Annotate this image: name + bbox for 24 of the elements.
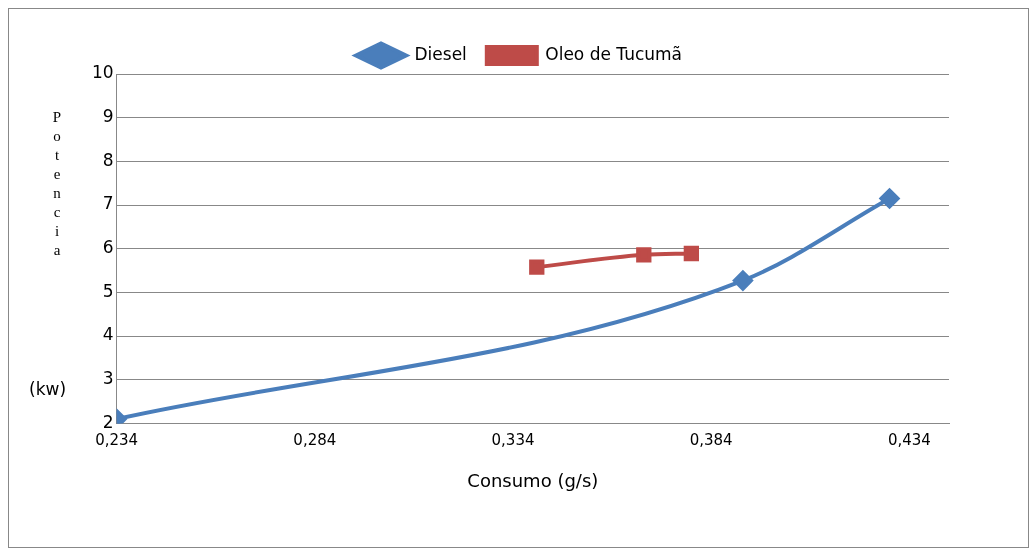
y-tick-label: 4 bbox=[102, 324, 114, 345]
point bbox=[879, 188, 900, 209]
y-tick-label: 2 bbox=[102, 411, 114, 432]
x-tick-label: 0,384 bbox=[689, 431, 733, 450]
y-tick-label: 9 bbox=[102, 106, 114, 127]
point bbox=[529, 259, 545, 275]
y-tick-label: 6 bbox=[102, 237, 114, 258]
x-tick-label: 0,234 bbox=[95, 431, 139, 450]
legend-label: Diesel bbox=[414, 43, 467, 64]
x-tick-label: 0,284 bbox=[293, 431, 337, 450]
y-tick-label: 5 bbox=[102, 280, 114, 301]
y-tick-label: 7 bbox=[102, 193, 114, 214]
x-axis-title: Consumo (g/s) bbox=[467, 469, 599, 491]
text: (kw) bbox=[29, 379, 67, 399]
y-tick-label: 10 bbox=[91, 62, 114, 83]
x-tick-label: 0,434 bbox=[887, 431, 931, 450]
y-tick-label: 8 bbox=[102, 149, 114, 170]
point bbox=[683, 245, 700, 262]
x-tick-label: 0,334 bbox=[491, 431, 535, 450]
y-axis-title: Potencia bbox=[48, 109, 65, 261]
y-tick-label: 3 bbox=[102, 368, 114, 389]
legend-label: Oleo de Tucumã bbox=[545, 43, 683, 64]
point bbox=[636, 247, 652, 263]
point bbox=[732, 270, 753, 291]
